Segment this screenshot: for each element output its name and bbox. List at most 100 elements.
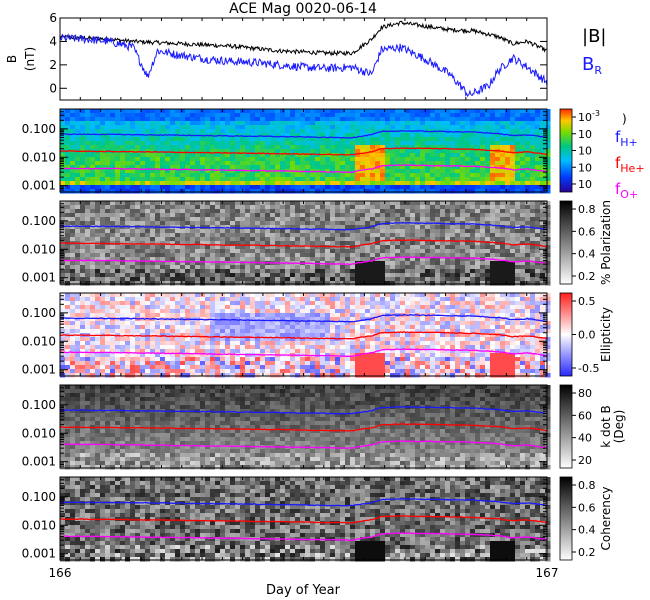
spectrogram-cell bbox=[490, 145, 496, 150]
spectrogram-cell bbox=[375, 169, 381, 174]
spectrogram-cell bbox=[265, 281, 271, 286]
spectrogram-cell bbox=[530, 201, 536, 206]
spectrogram-cell bbox=[195, 117, 201, 122]
spectrogram-cell bbox=[80, 293, 86, 298]
spectrogram-cell bbox=[120, 165, 126, 170]
spectrogram-cell bbox=[190, 269, 196, 274]
spectrogram-cell bbox=[485, 253, 491, 258]
spectrogram-cell bbox=[190, 213, 196, 218]
spectrogram-cell bbox=[350, 185, 356, 190]
spectrogram-cell bbox=[445, 217, 451, 222]
spectrogram-cell bbox=[410, 141, 416, 146]
spectrogram-cell bbox=[260, 133, 266, 138]
spectrogram-cell bbox=[80, 373, 86, 378]
spectrogram-cell bbox=[135, 209, 141, 214]
spectrogram-cell bbox=[100, 109, 106, 114]
spectrogram-cell bbox=[125, 201, 131, 206]
spectrogram-cell bbox=[305, 137, 311, 142]
spectrogram-cell bbox=[110, 137, 116, 142]
spectrogram-cell bbox=[245, 265, 251, 270]
spectrogram-cell bbox=[220, 141, 226, 146]
spectrogram-cell bbox=[225, 177, 231, 182]
spectrogram-cell bbox=[210, 205, 216, 210]
spectrogram-cell bbox=[80, 361, 86, 366]
spectrogram-cell bbox=[520, 277, 526, 282]
spectrogram-cell bbox=[115, 369, 121, 374]
spectrogram-cell bbox=[80, 325, 86, 330]
spectrogram-cell bbox=[200, 345, 206, 350]
spectrogram-cell bbox=[315, 213, 321, 218]
spectrogram-cell bbox=[120, 373, 126, 378]
spectrogram-cell bbox=[430, 109, 436, 114]
spectrogram-cell bbox=[95, 217, 101, 222]
spectrogram-cell bbox=[370, 165, 376, 170]
spectrogram-cell bbox=[200, 129, 206, 134]
spectrogram-cell bbox=[345, 217, 351, 222]
spectrogram-cell bbox=[470, 145, 476, 150]
spectrogram-cell bbox=[405, 209, 411, 214]
spectrogram-cell bbox=[120, 205, 126, 210]
spectrogram-cell bbox=[345, 113, 351, 118]
spectrogram-cell bbox=[110, 145, 116, 150]
spectrogram-cell bbox=[140, 141, 146, 146]
spectrogram-cell bbox=[285, 225, 291, 230]
spectrogram-cell bbox=[240, 157, 246, 162]
spectrogram-cell bbox=[165, 181, 171, 186]
spectrogram-cell bbox=[385, 149, 391, 154]
spectrogram-cell bbox=[135, 205, 141, 210]
spectrogram-cell bbox=[75, 301, 81, 306]
spectrogram-cell bbox=[320, 177, 326, 182]
spectrogram-cell bbox=[115, 205, 121, 210]
spectrogram-cell bbox=[325, 169, 331, 174]
spectrogram-cell bbox=[150, 245, 156, 250]
spectrogram-cell bbox=[195, 261, 201, 266]
spectrogram-cell bbox=[445, 133, 451, 138]
spectrogram-cell bbox=[435, 125, 441, 130]
spectrogram-cell bbox=[130, 345, 136, 350]
spectrogram-cell bbox=[310, 113, 316, 118]
spectrogram-cell bbox=[485, 281, 491, 286]
spectrogram-cell bbox=[475, 281, 481, 286]
spectrogram-cell bbox=[230, 253, 236, 258]
spectrogram-cell bbox=[485, 161, 491, 166]
spectrogram-cell bbox=[490, 161, 496, 166]
spectrogram-cell bbox=[65, 225, 71, 230]
spectrogram-cell bbox=[135, 217, 141, 222]
spectrogram-cell bbox=[545, 169, 551, 174]
spectrogram-cell bbox=[515, 265, 521, 270]
spectrogram-cell bbox=[60, 109, 66, 114]
spectrogram-cell bbox=[85, 133, 91, 138]
spectrogram-cell bbox=[310, 249, 316, 254]
spectrogram-cell bbox=[65, 161, 71, 166]
spectrogram-cell bbox=[260, 161, 266, 166]
spectrogram-cell bbox=[120, 257, 126, 262]
spectrogram-cell bbox=[130, 261, 136, 266]
spectrogram-cell bbox=[135, 313, 141, 318]
spectrogram-cell bbox=[440, 249, 446, 254]
spectrogram-cell bbox=[85, 313, 91, 318]
spectrogram-cell bbox=[490, 181, 496, 186]
spectrogram-cell bbox=[510, 249, 516, 254]
spectrogram-cell bbox=[125, 309, 131, 314]
spectrogram-cell bbox=[445, 209, 451, 214]
spectrogram-cell bbox=[300, 125, 306, 130]
spectrogram-cell bbox=[250, 221, 256, 226]
spectrogram-cell bbox=[215, 313, 221, 318]
spectrogram-cell bbox=[500, 277, 506, 282]
spectrogram-cell bbox=[225, 245, 231, 250]
spectrogram-cell bbox=[100, 221, 106, 226]
spectrogram-cell bbox=[120, 297, 126, 302]
spectrogram-cell bbox=[210, 293, 216, 298]
spectrogram-cell bbox=[145, 297, 151, 302]
spectrogram-cell bbox=[130, 117, 136, 122]
spectrogram-cell bbox=[320, 181, 326, 186]
spectrogram-cell bbox=[130, 301, 136, 306]
spectrogram-cell bbox=[130, 353, 136, 358]
spectrogram-cell bbox=[295, 149, 301, 154]
spectrogram-cell bbox=[130, 321, 136, 326]
spectrogram-cell bbox=[470, 137, 476, 142]
spectrogram-cell bbox=[200, 369, 206, 374]
spectrogram-cell bbox=[455, 141, 461, 146]
spectrogram-cell bbox=[170, 321, 176, 326]
spectrogram-cell bbox=[160, 109, 166, 114]
